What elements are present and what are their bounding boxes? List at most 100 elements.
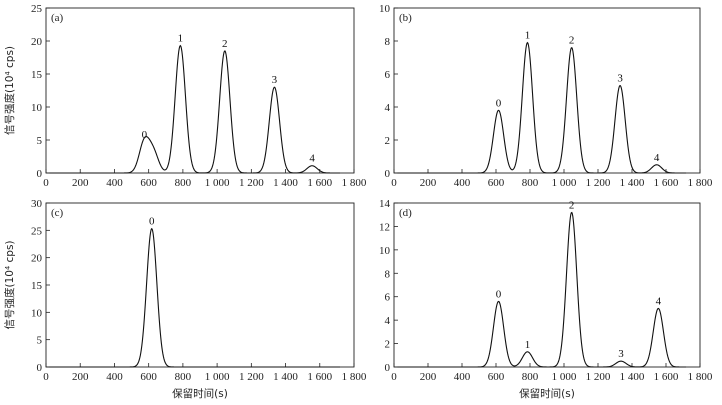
panel-c-ytick-label: 5 xyxy=(37,335,43,347)
panel-c-xtick-label: 600 xyxy=(140,371,157,383)
panel-d-xtick-label: 600 xyxy=(488,371,505,383)
panel-c-xtick-label: 1 400 xyxy=(273,371,298,383)
panel-a-xtick-label: 1 400 xyxy=(273,177,298,189)
panel-d-ytick-label: 6 xyxy=(385,292,391,304)
panel-b-series-line xyxy=(397,41,687,174)
panel-d-xtick-label: 200 xyxy=(420,371,437,383)
panel-b-peak-label: 1 xyxy=(525,30,531,42)
panel-d-ytick-label: 2 xyxy=(385,339,391,351)
panel-d-peak-label: 0 xyxy=(496,288,502,300)
panel-c-frame xyxy=(45,202,355,368)
panel-a-peak-label: 1 xyxy=(178,33,184,45)
panel-d-peak-label: 2 xyxy=(569,199,575,211)
panel-b-ytick-label: 2 xyxy=(385,135,391,147)
panel-c-xtick-label: 1 600 xyxy=(307,371,332,383)
panel-c-ytick-label: 15 xyxy=(31,280,43,292)
panel-d-xtick-label: 0 xyxy=(391,371,397,383)
panel-d-xtick-label: 400 xyxy=(454,371,471,383)
panel-d-label: (d) xyxy=(399,207,412,219)
panel-a-ylabel: 信号强度(10⁴ cps) xyxy=(3,46,16,135)
panel-b-xtick-label: 400 xyxy=(454,177,471,189)
panel-a-xtick-label: 600 xyxy=(140,177,157,189)
panel-d-xtick-label: 1 600 xyxy=(654,371,679,383)
panel-a-peak-label: 3 xyxy=(272,74,278,86)
panel-d-xtick-label: 1 000 xyxy=(552,371,577,383)
panel-b-peak-label: 4 xyxy=(654,152,660,164)
panel-d-ytick-label: 8 xyxy=(385,268,391,280)
panel-d-ytick-label: 12 xyxy=(379,221,390,233)
panel-d-xtick-label: 1 400 xyxy=(620,371,645,383)
panel-c-xtick-label: 1 800 xyxy=(342,371,367,383)
panel-d-ytick-label: 4 xyxy=(385,315,391,327)
panel-d-xtick-label: 1 800 xyxy=(688,371,713,383)
panel-d-xlabel: 保留时间(s) xyxy=(519,387,575,400)
panel-b-peak-label: 3 xyxy=(617,73,623,85)
panel-b-xtick-label: 1 000 xyxy=(552,177,577,189)
panel-a-xtick-label: 400 xyxy=(106,177,123,189)
panel-b-xtick-label: 1 600 xyxy=(654,177,679,189)
panel-a-peak-label: 0 xyxy=(142,129,148,141)
panel-c-ytick-label: 30 xyxy=(31,198,43,210)
panel-b-ytick-label: 6 xyxy=(385,69,391,81)
panel-c-peak-label: 0 xyxy=(149,216,155,228)
panel-a-xtick-label: 0 xyxy=(43,177,49,189)
panel-b-peak-label: 2 xyxy=(569,35,575,47)
panel-b-xtick-label: 1 800 xyxy=(688,177,713,189)
panel-b-xtick-label: 200 xyxy=(420,177,437,189)
panel-b-xtick-label: 600 xyxy=(488,177,505,189)
panel-a-xtick-label: 1 600 xyxy=(307,177,332,189)
panel-c-xtick-label: 1 200 xyxy=(239,371,264,383)
panel-a-ytick-label: 10 xyxy=(31,102,43,114)
panel-d-ytick-label: 0 xyxy=(385,362,391,374)
panel-a-ytick-label: 5 xyxy=(37,135,43,147)
panel-d-xtick-label: 1 200 xyxy=(586,371,611,383)
panel-b-xtick-label: 1 400 xyxy=(620,177,645,189)
panel-b-xtick-label: 1 200 xyxy=(586,177,611,189)
panel-d-xtick-label: 800 xyxy=(522,371,539,383)
panel-a-xtick-label: 800 xyxy=(175,177,192,189)
panel-a-xtick-label: 200 xyxy=(72,177,89,189)
panel-a-xtick-label: 1 800 xyxy=(342,177,367,189)
panel-b-xtick-label: 0 xyxy=(391,177,397,189)
panel-c-series-line xyxy=(49,228,340,368)
panel-c-xtick-label: 0 xyxy=(43,371,49,383)
panel-b-ytick-label: 10 xyxy=(379,3,391,15)
panel-d-series-line xyxy=(397,211,687,368)
panel-d-ytick-label: 14 xyxy=(379,198,391,210)
panel-b-ytick-label: 0 xyxy=(385,168,391,180)
panel-a-peak-label: 4 xyxy=(309,153,315,165)
panel-a-ytick-label: 25 xyxy=(31,3,43,15)
panel-d-peak-label: 1 xyxy=(525,339,531,351)
panel-b-peak-label: 0 xyxy=(496,97,502,109)
panel-c-ylabel: 信号强度(10⁴ cps) xyxy=(3,240,16,329)
panel-a-ytick-label: 15 xyxy=(31,69,43,81)
panel-c-ytick-label: 0 xyxy=(37,362,43,374)
panel-c-ytick-label: 25 xyxy=(31,225,43,237)
panel-b-frame xyxy=(393,7,701,174)
panel-c-xtick-label: 800 xyxy=(175,371,192,383)
panel-b-ytick-label: 4 xyxy=(385,102,391,114)
panel-d-frame xyxy=(393,202,701,368)
panel-c-ytick-label: 20 xyxy=(31,253,43,265)
panel-c-xtick-label: 200 xyxy=(72,371,89,383)
panel-a-xtick-label: 1 000 xyxy=(205,177,230,189)
panel-a-label: (a) xyxy=(51,12,64,24)
panel-d-peak-label: 3 xyxy=(618,348,624,360)
panel-a-frame xyxy=(45,7,355,174)
panel-a-series-line xyxy=(49,44,340,174)
panel-a-xtick-label: 1 200 xyxy=(239,177,264,189)
panel-c-ytick-label: 10 xyxy=(31,307,43,319)
panel-d-peak-label: 4 xyxy=(656,295,662,307)
panel-b-ytick-label: 8 xyxy=(385,36,391,48)
panel-c-xtick-label: 400 xyxy=(106,371,123,383)
panel-b-label: (b) xyxy=(399,12,412,24)
panel-a-peak-label: 2 xyxy=(222,38,228,50)
panel-a-ytick-label: 20 xyxy=(31,36,43,48)
panel-a-ytick-label: 0 xyxy=(37,168,43,180)
panel-c-xtick-label: 1 000 xyxy=(205,371,230,383)
panel-d-ytick-label: 10 xyxy=(379,245,391,257)
panel-c-label: (c) xyxy=(51,207,64,219)
panel-c-xlabel: 保留时间(s) xyxy=(172,387,228,400)
panel-b-xtick-label: 800 xyxy=(522,177,539,189)
